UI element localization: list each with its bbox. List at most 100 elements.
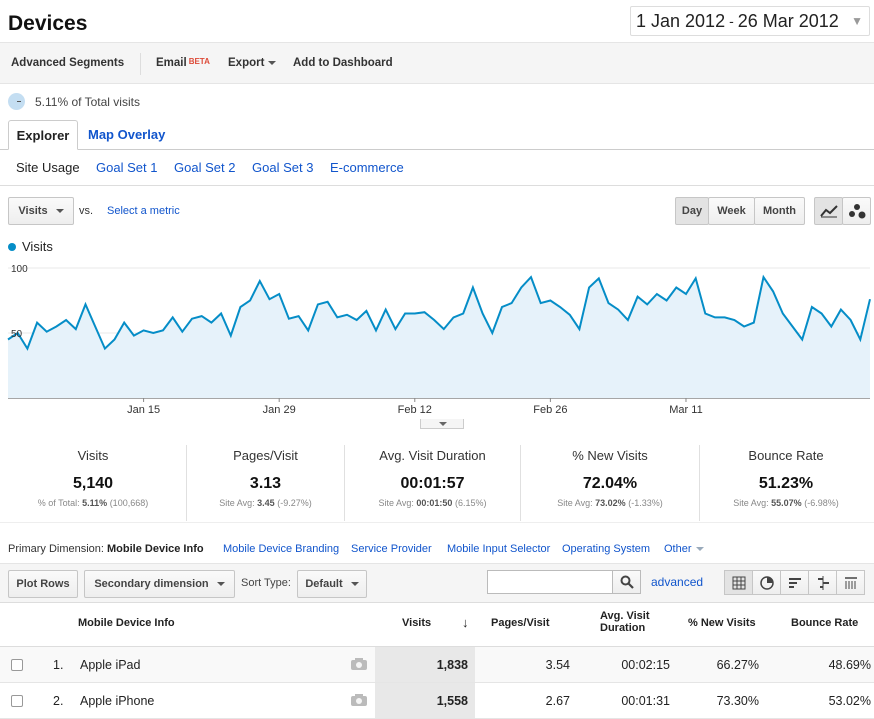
date-start: 1 Jan 2012 <box>636 10 726 31</box>
sorted-column-bg <box>375 683 475 718</box>
scorecard-sub: Site Avg: 73.02% (-1.33%) <box>521 498 699 508</box>
search-icon <box>620 575 634 589</box>
sub-prefix: Site Avg: <box>378 498 414 508</box>
scorecard-label: Bounce Rate <box>748 448 824 463</box>
sub-value: 00:01:50 <box>416 498 453 508</box>
y-tick-label: 50 <box>11 329 23 340</box>
sort-type-value: Default <box>305 578 343 590</box>
line-chart-icon <box>819 205 838 218</box>
x-tick-label: Jan 15 <box>127 404 160 416</box>
table-row: 1. Apple iPad 1,838 3.54 00:02:15 66.27%… <box>0 647 874 683</box>
subtab-goal-set-1[interactable]: Goal Set 1 <box>96 160 158 175</box>
date-range-picker[interactable]: 1 Jan 2012 - 26 Mar 2012 ▼ <box>630 6 870 36</box>
date-separator: - <box>729 13 734 29</box>
chevron-down-icon <box>695 547 704 552</box>
collapse-chart-toggle[interactable] <box>420 419 464 429</box>
scorecards: Visits 5,140 % of Total: 5.11% (100,668)… <box>0 443 874 523</box>
legend-label: Visits <box>22 239 53 254</box>
motion-chart-button[interactable] <box>842 197 871 225</box>
col-pages-visit[interactable]: Pages/Visit <box>491 617 550 629</box>
subtab-goal-set-2[interactable]: Goal Set 2 <box>174 160 236 175</box>
row-visits: 1,558 <box>436 694 468 708</box>
col-avg-duration-line1: Avg. Visit <box>600 610 650 622</box>
pie-view-button[interactable] <box>752 570 781 595</box>
row-index: 1. <box>53 658 64 672</box>
chevron-down-icon <box>216 582 225 586</box>
comparison-view-button[interactable] <box>808 570 837 595</box>
chevron-down-icon <box>55 209 64 213</box>
advanced-segments-button[interactable]: Advanced Segments <box>11 57 125 69</box>
email-label: Email <box>156 57 187 69</box>
col-bounce-rate[interactable]: Bounce Rate <box>791 617 859 629</box>
sub-suffix: (-6.98%) <box>804 498 839 508</box>
sub-prefix: % of Total: <box>37 498 80 508</box>
row-device-link[interactable]: Apple iPad <box>80 658 141 672</box>
scorecard-value: 72.04% <box>582 475 638 492</box>
y-tick-label: 100 <box>11 264 28 275</box>
add-to-dashboard-button[interactable]: Add to Dashboard <box>293 57 393 69</box>
sub-suffix: (100,668) <box>109 498 149 508</box>
scorecard-pages-visit: Pages/Visit 3.13 Site Avg: 3.45 (-9.27%) <box>187 443 344 521</box>
other-label: Other <box>664 543 692 555</box>
vs-label: vs. <box>79 205 94 217</box>
sub-value: 55.07% <box>771 498 802 508</box>
performance-view-button[interactable] <box>780 570 809 595</box>
row-device-link[interactable]: Apple iPhone <box>80 694 155 708</box>
tab-explorer[interactable]: Explorer <box>8 120 78 150</box>
week-button[interactable]: Week <box>708 197 755 225</box>
subtab-site-usage[interactable]: Site Usage <box>16 160 80 175</box>
select-metric-link[interactable]: Select a metric <box>107 205 180 217</box>
search-button[interactable] <box>612 570 641 594</box>
row-visits: 1,838 <box>436 658 468 672</box>
scorecard-sub: Site Avg: 3.45 (-9.27%) <box>187 498 344 508</box>
table-view-button[interactable] <box>724 570 753 595</box>
row-bounce-rate: 53.02% <box>828 694 871 708</box>
table-search-input[interactable] <box>487 570 613 594</box>
segment-label: 5.11% of Total visits <box>35 94 140 109</box>
export-button[interactable]: Export <box>228 57 277 69</box>
subtab-ecommerce[interactable]: E-commerce <box>330 160 404 175</box>
dimension-mobile-device-branding[interactable]: Mobile Device Branding <box>223 543 340 555</box>
day-button[interactable]: Day <box>675 197 709 225</box>
scorecard-visits: Visits 5,140 % of Total: 5.11% (100,668) <box>0 443 186 521</box>
row-checkbox[interactable] <box>11 695 23 707</box>
dimension-mobile-input-selector[interactable]: Mobile Input Selector <box>447 543 551 555</box>
row-avg-duration: 00:02:15 <box>621 658 670 672</box>
col-new-visits[interactable]: % New Visits <box>688 617 756 629</box>
sort-type-label: Sort Type: <box>241 577 291 589</box>
email-button[interactable]: Email BETA <box>156 57 210 69</box>
subtab-goal-set-3[interactable]: Goal Set 3 <box>252 160 314 175</box>
view-tabs: Explorer Map Overlay <box>0 120 874 150</box>
x-tick-label: Feb 12 <box>398 404 432 416</box>
scorecard-divider <box>520 445 521 521</box>
row-new-visits: 66.27% <box>716 658 759 672</box>
metric-group-tabs: Site Usage Goal Set 1 Goal Set 2 Goal Se… <box>0 150 874 186</box>
dimension-service-provider[interactable]: Service Provider <box>351 543 432 555</box>
month-button[interactable]: Month <box>754 197 805 225</box>
plot-rows-button[interactable]: Plot Rows <box>8 570 78 598</box>
line-chart-button[interactable] <box>814 197 843 225</box>
scorecard-label: Avg. Visit Duration <box>379 448 486 463</box>
sort-type-select[interactable]: Default <box>297 570 367 598</box>
col-avg-duration[interactable]: Avg. Visit Duration <box>600 610 650 634</box>
row-checkbox[interactable] <box>11 659 23 671</box>
secondary-dimension-select[interactable]: Secondary dimension <box>84 570 235 598</box>
pivot-view-button[interactable] <box>836 570 865 595</box>
dimension-mobile-device-info[interactable]: Mobile Device Info <box>107 543 204 555</box>
tab-map-overlay[interactable]: Map Overlay <box>88 127 166 142</box>
dimension-operating-system[interactable]: Operating System <box>562 543 651 555</box>
metric-select[interactable]: Visits <box>8 197 74 225</box>
camera-icon[interactable] <box>350 693 368 707</box>
col-visits[interactable]: Visits <box>402 617 432 629</box>
dimension-other[interactable]: Other <box>664 543 704 555</box>
scorecard-value: 51.23% <box>758 475 814 492</box>
advanced-filter-link[interactable]: advanced <box>651 575 704 589</box>
toolbar-divider <box>140 53 141 75</box>
sub-suffix: (6.15%) <box>454 498 487 508</box>
chart-legend: Visits <box>8 239 53 254</box>
chevron-down-icon: ▼ <box>851 14 863 28</box>
col-mobile-device-info[interactable]: Mobile Device Info <box>78 617 175 629</box>
camera-icon[interactable] <box>350 657 368 671</box>
scorecard-sub: % of Total: 5.11% (100,668) <box>0 498 186 508</box>
row-index: 2. <box>53 694 64 708</box>
